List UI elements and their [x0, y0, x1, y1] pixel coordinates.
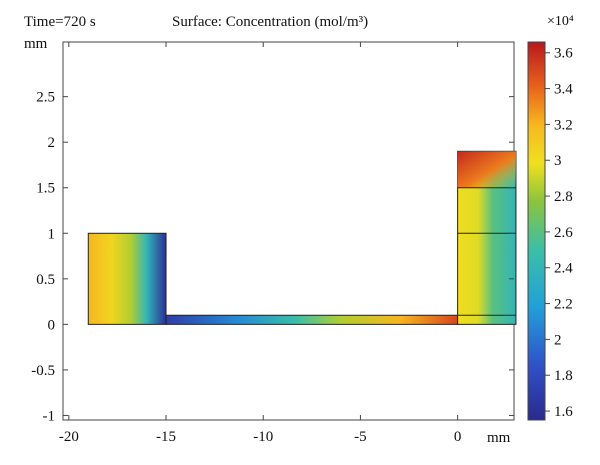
plot-title: Surface: Concentration (mol/m³) — [172, 14, 369, 30]
y-tick-label: -0.5 — [31, 363, 55, 379]
y-tick-label: 2 — [48, 135, 56, 151]
x-axis: -20 -15 -10 -5 0 — [59, 42, 462, 445]
x-tick-label: -5 — [354, 429, 367, 445]
y-tick-label: 0 — [48, 317, 56, 333]
plot-frame — [62, 41, 515, 421]
x-tick-label: -10 — [253, 429, 273, 445]
x-axis-unit: mm — [487, 430, 511, 446]
colorbar-tick-label: 2.2 — [554, 297, 573, 313]
y-tick-label: -1 — [43, 408, 56, 424]
x-tick-label: 0 — [454, 429, 462, 445]
colorbar-tick-label: 1.6 — [554, 404, 573, 420]
colorbar-tick-label: 3.2 — [554, 117, 573, 133]
x-tick-label: -15 — [156, 429, 176, 445]
colorbar — [527, 41, 546, 421]
channel — [165, 314, 459, 325]
colorbar-tick-label: 2.4 — [554, 261, 573, 277]
colorbar-ticks: 1.6 1.8 2 2.2 2.4 2.6 2.8 3 3.2 3.4 3.6 — [545, 46, 573, 420]
colorbar-exponent: ×10⁴ — [547, 14, 574, 29]
colorbar-tick-label: 2.8 — [554, 189, 573, 205]
y-tick-label: 0.5 — [36, 272, 55, 288]
colorbar-tick-label: 3.4 — [554, 82, 573, 98]
y-tick-label: 1 — [48, 226, 56, 242]
colorbar-tick-label: 1.8 — [554, 368, 573, 384]
internal-boundaries — [457, 187, 516, 316]
y-tick-label: 1.5 — [36, 181, 55, 197]
y-axis: -1 -0.5 0 0.5 1 1.5 2 2.5 — [31, 90, 514, 424]
y-axis-unit: mm — [24, 36, 48, 52]
time-label: Time=720 s — [24, 14, 96, 30]
y-tick-label: 2.5 — [36, 90, 55, 106]
colorbar-tick-label: 2.6 — [554, 225, 573, 241]
hot-spot — [457, 151, 516, 188]
colorbar-tick-label: 3.6 — [554, 46, 573, 62]
colorbar-tick-label: 2 — [554, 332, 562, 348]
colorbar-tick-label: 3 — [554, 153, 562, 169]
left-reservoir — [87, 232, 167, 325]
x-tick-label: -20 — [59, 429, 79, 445]
geometry-domains — [87, 150, 517, 325]
